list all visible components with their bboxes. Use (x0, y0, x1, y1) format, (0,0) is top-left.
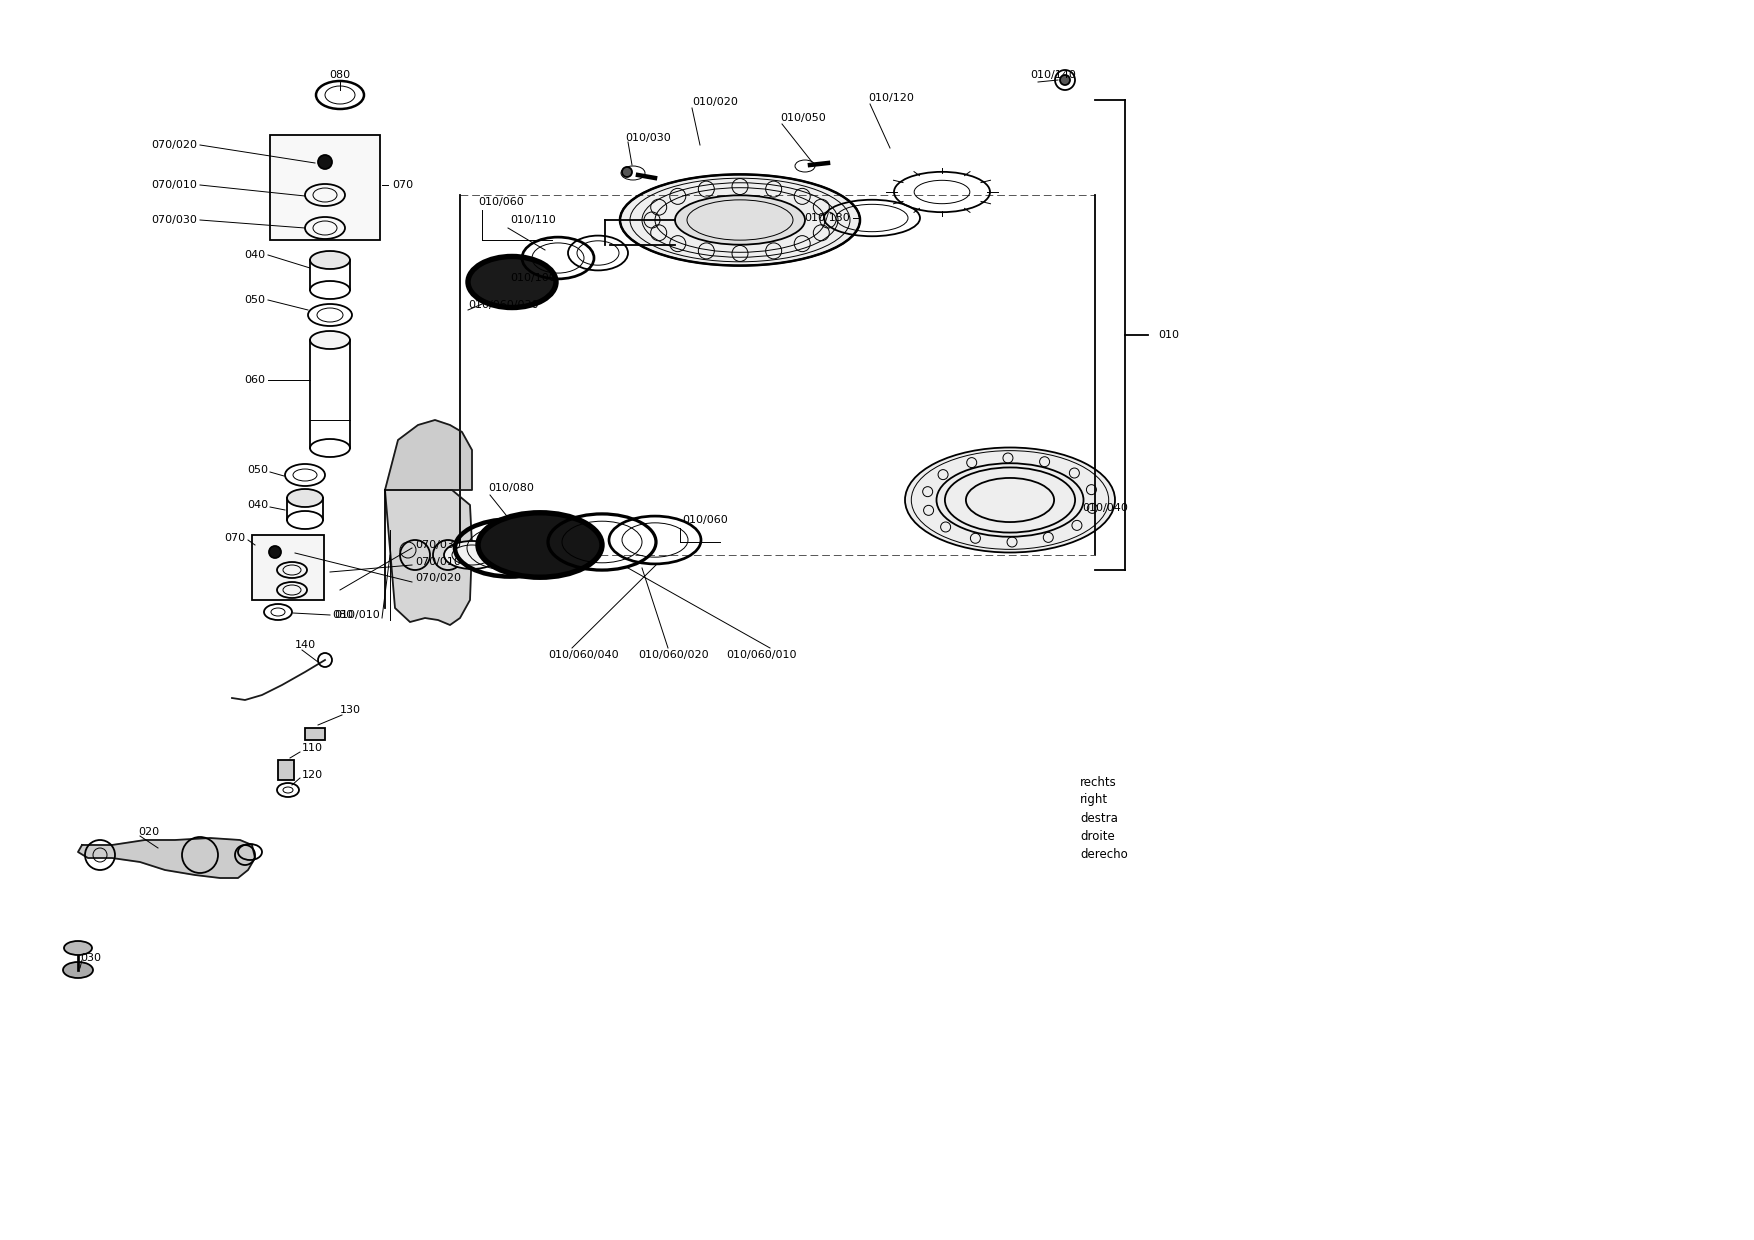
Text: 070/010: 070/010 (416, 557, 461, 567)
Text: 010: 010 (1158, 330, 1179, 340)
Text: 010/060/020: 010/060/020 (638, 650, 709, 660)
Ellipse shape (63, 962, 93, 978)
Text: 070/010: 070/010 (151, 180, 196, 190)
Text: 040: 040 (244, 250, 265, 260)
Text: 010/110: 010/110 (510, 215, 556, 224)
Text: 080: 080 (332, 610, 353, 620)
Text: 010/130: 010/130 (805, 213, 851, 223)
Text: 010/100: 010/100 (510, 273, 556, 283)
Text: 060: 060 (244, 374, 265, 384)
Text: 030: 030 (81, 954, 102, 963)
Text: 010/060/010: 010/060/010 (726, 650, 796, 660)
Ellipse shape (675, 195, 805, 244)
Text: 010/060: 010/060 (479, 197, 524, 207)
Text: 070: 070 (391, 180, 414, 190)
Text: rechts: rechts (1080, 775, 1117, 789)
Text: 080: 080 (330, 69, 351, 81)
Ellipse shape (905, 448, 1116, 553)
Text: 010/060: 010/060 (682, 515, 728, 525)
Text: 070/030: 070/030 (416, 539, 461, 551)
Bar (305, 728, 324, 740)
Text: 010/060/030: 010/060/030 (468, 300, 538, 310)
Text: 070: 070 (225, 533, 246, 543)
Text: 050: 050 (244, 295, 265, 305)
Polygon shape (77, 838, 254, 878)
Ellipse shape (310, 331, 351, 348)
Circle shape (317, 155, 332, 169)
Ellipse shape (444, 541, 500, 569)
Text: 070/030: 070/030 (151, 215, 196, 224)
Text: droite: droite (1080, 830, 1116, 842)
Ellipse shape (619, 175, 859, 265)
Ellipse shape (63, 941, 91, 955)
Text: 050: 050 (247, 465, 268, 475)
Circle shape (268, 546, 281, 558)
Circle shape (1059, 74, 1070, 86)
Circle shape (623, 167, 631, 177)
Text: 070/020: 070/020 (416, 573, 461, 583)
Text: 010/060/040: 010/060/040 (547, 650, 619, 660)
Text: 010/030: 010/030 (624, 133, 670, 143)
Text: 010/120: 010/120 (868, 93, 914, 103)
Ellipse shape (479, 513, 602, 578)
Text: 010/140: 010/140 (1030, 69, 1075, 81)
Ellipse shape (468, 257, 556, 308)
Bar (277, 760, 295, 780)
Bar (270, 135, 381, 241)
Ellipse shape (288, 489, 323, 507)
Text: 010/010: 010/010 (335, 610, 381, 620)
Text: 040: 040 (247, 500, 268, 510)
Text: right: right (1080, 794, 1109, 806)
Text: 070/020: 070/020 (151, 140, 196, 150)
Polygon shape (384, 420, 472, 490)
Text: 010/080: 010/080 (488, 484, 533, 494)
Text: 020: 020 (139, 827, 160, 837)
Ellipse shape (310, 250, 351, 269)
Text: 130: 130 (340, 706, 361, 715)
Text: destra: destra (1080, 811, 1117, 825)
Text: derecho: derecho (1080, 847, 1128, 861)
Text: 010/020: 010/020 (693, 97, 738, 107)
Text: 010/040: 010/040 (1082, 503, 1128, 513)
Text: 010/050: 010/050 (781, 113, 826, 123)
Text: 140: 140 (295, 640, 316, 650)
Text: 120: 120 (302, 770, 323, 780)
Bar (253, 534, 324, 600)
Text: 110: 110 (302, 743, 323, 753)
Polygon shape (384, 490, 472, 625)
